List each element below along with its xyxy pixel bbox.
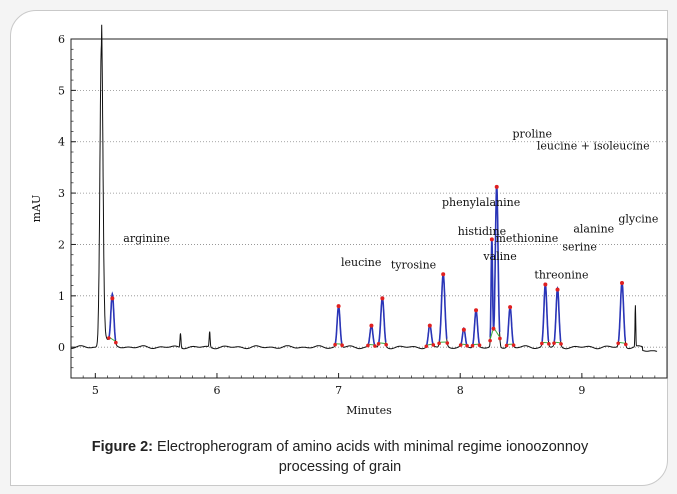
peak-apex-marker — [369, 323, 374, 328]
peak-apex-marker — [110, 296, 115, 301]
peak-apex-marker — [619, 280, 624, 285]
fitted-peak — [541, 282, 550, 342]
peak-annotation: valine — [482, 250, 516, 263]
peak-annotation: threonine — [534, 268, 588, 281]
peak-apex-marker — [380, 296, 385, 301]
peak-start-marker — [437, 341, 441, 346]
y-tick-label: 5 — [58, 84, 65, 97]
peak-annotation: alanine — [573, 223, 614, 236]
x-tick-label: 9 — [578, 384, 585, 397]
fitted-peak — [553, 285, 562, 342]
axis-ticks: 0 1 2 3 4 5 6 5 6 7 8 9 — [58, 33, 668, 397]
peak-end-marker — [431, 343, 436, 347]
fitted-peak — [472, 308, 480, 345]
peak-annotation: tyrosine — [391, 259, 436, 272]
peak-start-marker — [616, 341, 621, 346]
peak-end-marker — [445, 341, 450, 345]
fitted-peak — [334, 304, 343, 344]
peak-annotation: methionine — [495, 232, 558, 245]
fitted-peak — [425, 323, 434, 346]
figure-caption: Figure 2: Electropherogram of amino acid… — [60, 437, 620, 477]
peak-annotation: leucine — [341, 256, 381, 269]
peak-apex-marker — [555, 287, 560, 292]
peak-apex-marker — [494, 184, 499, 189]
caption-label: Figure 2: — [91, 439, 153, 455]
peak-end-marker — [373, 344, 377, 348]
x-tick-label: 6 — [213, 384, 220, 397]
peak-apex-marker — [427, 323, 432, 328]
x-axis-label: Minutes — [346, 404, 392, 417]
y-tick-label: 2 — [58, 238, 65, 251]
peak-annotation: serine — [562, 241, 597, 254]
peak-annotation: histidine — [458, 225, 506, 238]
electropherogram-trace — [71, 24, 658, 352]
peak-end-marker — [114, 340, 118, 345]
caption-text: Electropherogram of amino acids with min… — [153, 439, 589, 475]
x-tick-label: 8 — [457, 384, 464, 397]
x-tick-label: 7 — [335, 384, 342, 397]
peak-end-marker — [498, 336, 502, 341]
peak-end-marker — [340, 343, 344, 348]
peak-start-marker — [107, 336, 111, 340]
peak-annotation: phenylalanine — [442, 196, 520, 209]
fitted-peak — [367, 324, 376, 346]
y-tick-label: 1 — [58, 290, 65, 303]
peak-apex-marker — [474, 308, 479, 313]
fitted-peak — [108, 291, 117, 341]
peak-start-marker — [504, 343, 509, 348]
fitted-peak — [506, 305, 514, 345]
figure-card — [10, 10, 668, 486]
peak-apex-marker — [543, 282, 548, 287]
fitted-peak — [378, 295, 387, 343]
peak-start-marker — [333, 342, 337, 347]
peak-end-marker — [465, 343, 469, 348]
plot-frame — [70, 38, 668, 379]
peak-end-marker — [511, 343, 516, 347]
peak-annotations: arginine leucine tyrosine phenylalanine hist… — [123, 128, 658, 282]
peak-end-marker — [477, 343, 482, 347]
y-gridlines — [71, 38, 667, 348]
peak-apex-marker — [489, 237, 494, 242]
peak-start-marker — [540, 341, 544, 346]
peak-start-marker — [470, 343, 475, 348]
peak-end-marker — [547, 342, 551, 346]
peak-apex-marker — [441, 272, 446, 277]
peak-annotation: proline — [513, 128, 553, 141]
peak-apex-marker — [508, 305, 513, 310]
peak-start-marker — [424, 344, 429, 349]
peak-start-marker — [366, 343, 370, 348]
peak-start-marker — [376, 342, 381, 346]
peak-apex-marker — [336, 304, 341, 309]
y-tick-label: 4 — [58, 136, 65, 149]
x-tick-label: 5 — [92, 384, 99, 397]
fitted-peak — [438, 273, 448, 342]
peak-start-marker — [458, 343, 463, 347]
peak-end-marker — [559, 342, 563, 346]
fitted-peak — [617, 281, 627, 342]
peak-end-marker — [384, 342, 388, 347]
peak-start-marker — [488, 338, 492, 343]
y-tick-label: 6 — [58, 33, 65, 46]
y-tick-label: 3 — [58, 187, 65, 200]
y-axis-label: mAU — [30, 195, 43, 223]
peak-start-marker — [491, 326, 496, 331]
series-group — [71, 24, 658, 352]
peak-apex-marker — [461, 327, 466, 332]
y-tick-label: 0 — [58, 341, 65, 354]
peak-annotation: glycine — [618, 212, 658, 225]
peak-end-marker — [623, 342, 628, 347]
peak-annotation: leucine + isoleucine — [537, 139, 650, 152]
peak-start-marker — [552, 341, 556, 345]
peak-annotation: arginine — [123, 232, 170, 245]
